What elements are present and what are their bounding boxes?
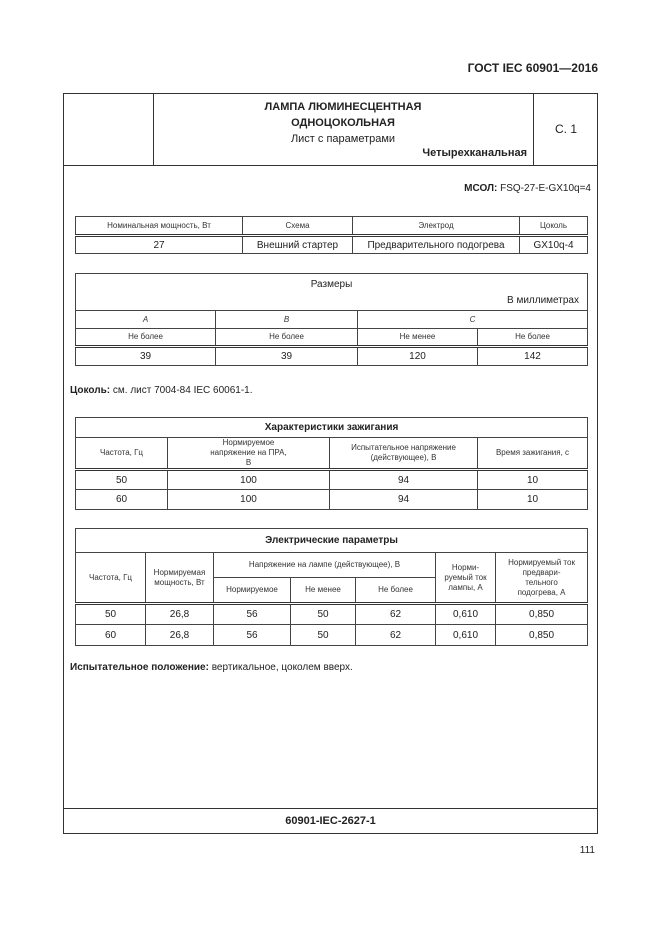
header-cell: Не менее [357,328,478,348]
cell: 0,610 [435,603,496,625]
cell: 56 [213,624,291,646]
header-cell: B [215,310,358,329]
divider [153,93,154,165]
title-cell: Размеры В миллиметрах [75,273,588,311]
header-cell: Схема [242,216,353,237]
table-title: Электрические параметры [74,528,589,553]
cell: 26,8 [145,603,214,625]
header-cell: Частота, Гц [75,552,146,605]
table-title: Размеры [310,279,353,290]
header-cell: Норми-руемый ток лампы, А [435,552,496,605]
label: МСОЛ: [464,183,498,194]
cell: Внешний стартер [242,235,353,254]
header-cell: A [75,310,216,329]
cell: 94 [329,469,478,490]
cell: 26,8 [145,624,214,646]
cell: 50 [75,469,168,490]
unit-note: В миллиметрах [507,295,579,306]
cell: 94 [329,489,478,510]
cell: 50 [75,603,146,625]
divider [63,808,598,809]
value: FSQ-27-E-GX10q=4 [497,183,591,194]
title-line: ОДНОЦОКОЛЬНАЯ [291,117,395,129]
cell: 27 [75,235,243,254]
cell: Предварительного подогрева [352,235,520,254]
label: Испытательное положение: [70,662,209,673]
sheet-number: С. 1 [554,122,577,136]
header-cell: Нормируемая мощность, Вт [145,552,214,605]
sheet-title: ЛАМПА ЛЮМИНЕСЦЕНТНАЯ ОДНОЦОКОЛЬНАЯ Лист … [153,99,533,147]
header-cell: Нормируемое напряжение на ПРА, В [167,437,330,471]
cell: 39 [75,346,216,366]
subtitle: Лист с параметрами [290,133,396,145]
header-cell: Номинальная мощность, Вт [75,216,243,237]
header-cell: Испытательное напряжение (действующее), … [329,437,478,471]
header-cell: Частота, Гц [75,437,168,471]
cell: 100 [167,489,330,510]
table-row: 60 100 94 10 [75,489,589,510]
mcol-designation: МСОЛ: FSQ-27-E-GX10q=4 [464,183,591,194]
table-row: 50 26,8 56 50 62 0,610 0,850 [75,603,589,625]
page-number: 111 [579,845,595,856]
cap-note: Цоколь: см. лист 7004-84 IEC 60061-1. [70,385,253,396]
cell: 142 [477,346,588,366]
header-cell: Не более [75,328,216,348]
cell: 50 [290,603,356,625]
header-cell: Электрод [352,216,520,237]
title-line: ЛАМПА ЛЮМИНЕСЦЕНТНАЯ [264,101,422,113]
cell: 62 [355,624,436,646]
cell: 62 [355,603,436,625]
table-title: Характеристики зажигания [74,417,589,438]
header-cell: Не более [477,328,588,348]
header-cell: Напряжение на лампе (действующее), В [213,552,436,578]
cell: 0,610 [435,624,496,646]
cell: 50 [290,624,356,646]
rating-table: Номинальная мощность, Вт Схема Электрод Цок… [75,216,588,254]
test-position-note: Испытательное положение: вертикальное, ц… [70,662,353,673]
sheet-code: 60901-IEC-2627-1 [285,815,376,827]
header-cell: Не менее [290,577,356,605]
table-row: 50 100 94 10 [75,469,589,490]
table-row: 27 Внешний стартер Предварительного подогр… [75,235,588,254]
value: см. лист 7004-84 IEC 60061-1. [110,385,253,396]
cell: 60 [75,624,146,646]
standard-number: ГОСТ IEC 60901—2016 [467,61,598,75]
header-cell: Не более [355,577,436,605]
header-cell: Нормируемое [213,577,291,605]
cell: 39 [215,346,358,366]
table-header: Номинальная мощность, Вт Схема Электрод Цок… [75,216,588,237]
value: вертикальное, цоколем вверх. [208,662,353,673]
cell: 120 [357,346,478,366]
cell: 10 [476,469,589,490]
cell: 0,850 [494,603,589,625]
divider [63,165,598,166]
cell: GX10q-4 [519,235,588,254]
sheet-frame [63,93,598,834]
cell: 56 [213,603,291,625]
electrical-table: Электрические параметры Частота, Гц Норми… [74,528,589,646]
cell: 0,850 [494,624,589,646]
label: Цоколь: [70,385,111,396]
cell: 10 [476,489,589,510]
lamp-type: Четырехканальная [422,147,527,159]
header-cell: Не более [215,328,358,348]
header-cell: Нормируемый ток предвари-тельного подогр… [494,552,589,605]
table-row: 60 26,8 56 50 62 0,610 0,850 [75,624,589,646]
ignition-table: Характеристики зажигания Частота, Гц Норм… [74,417,589,510]
header-cell: Цоколь [519,216,588,237]
cell: 60 [75,489,168,510]
table-row: 39 39 120 142 [75,346,588,366]
header-cell: C [357,310,588,329]
divider [533,93,534,165]
cell: 100 [167,469,330,490]
header-cell: Время зажигания, с [476,437,589,471]
